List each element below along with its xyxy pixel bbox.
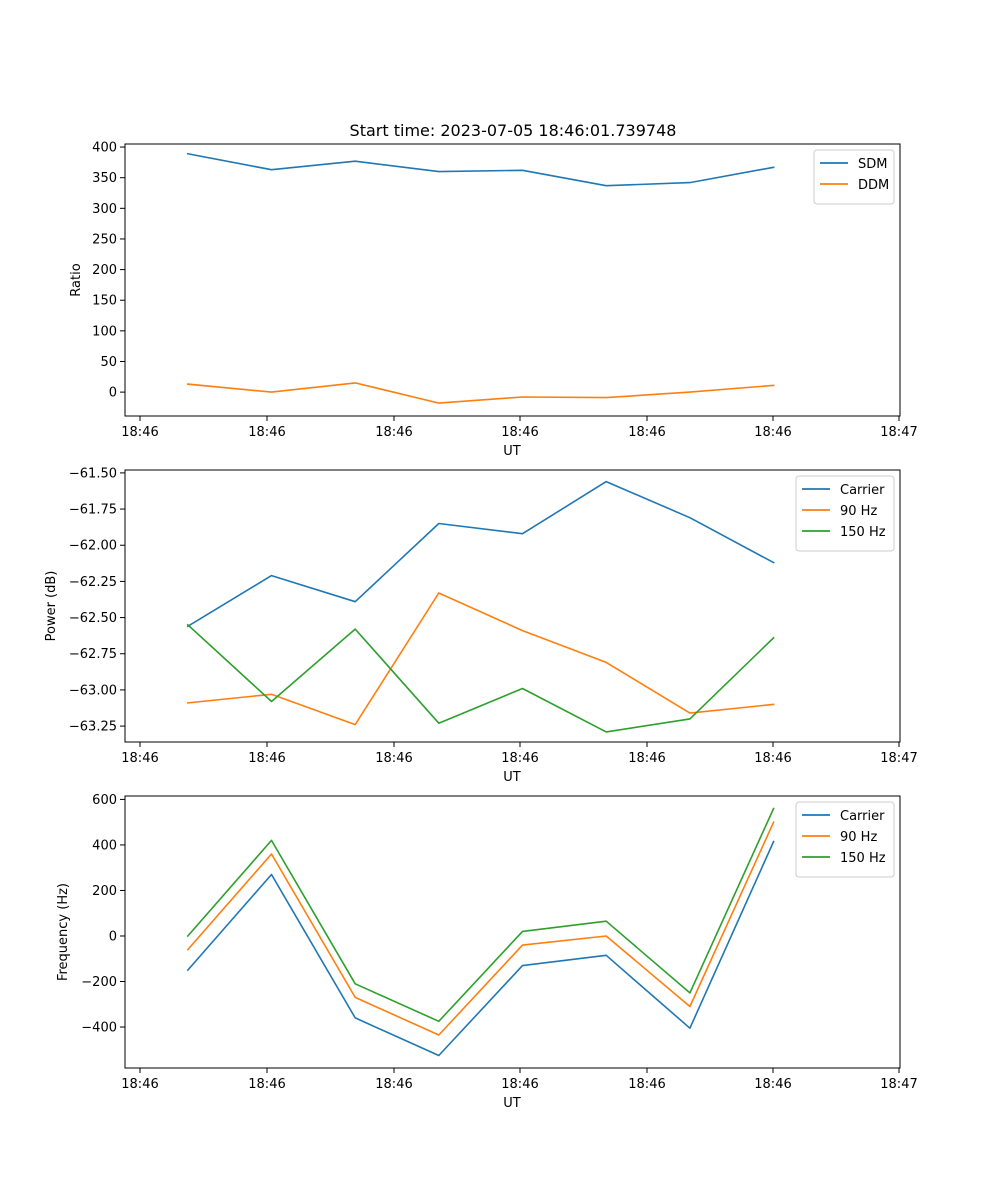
y-tick-label: 100 [92, 324, 117, 339]
y-tick-label: 0 [109, 386, 117, 401]
x-tick-label: 18:46 [248, 751, 285, 766]
x-tick-label: 18:47 [880, 425, 917, 440]
x-axis-label: UT [503, 770, 521, 785]
y-axis-label: Ratio [69, 263, 84, 296]
legend-label-90-hz: 90 Hz [840, 504, 877, 519]
panel-ratio: 0 50 100 150 200 250 300 350 400 18:46 18:46 18:46 1… [69, 141, 918, 459]
y-tick-label: −400 [81, 1021, 117, 1036]
panel-power: −63.25 −63.00 −62.75 −62.50 −62.25 −62.00 −61.… [44, 466, 918, 785]
legend-box [795, 475, 895, 552]
x-tick-label: 18:46 [628, 425, 665, 440]
panel-frequency: −400 −200 0 200 400 600 18:46 18:46 18:46 18:46 18… [56, 793, 918, 1111]
x-tick-label: 18:46 [754, 751, 791, 766]
series-line-carrier [186, 480, 775, 628]
x-tick-label: 18:46 [121, 1077, 158, 1092]
axes-frame [124, 795, 901, 1069]
legend-label-sdm: SDM [858, 157, 887, 172]
legend-label-150-hz: 150 Hz [840, 525, 886, 540]
y-tick-label: 50 [100, 355, 117, 370]
x-tick-label: 18:46 [628, 751, 665, 766]
y-axis-label: Power (dB) [44, 571, 59, 642]
x-axis-label: UT [503, 1096, 521, 1111]
x-tick-label: 18:46 [501, 1077, 538, 1092]
axes-frame [124, 143, 901, 417]
x-tick-label: 18:47 [880, 1077, 917, 1092]
x-tick-label: 18:46 [754, 1077, 791, 1092]
legend-box [795, 801, 895, 878]
legend-label-ddm: DDM [858, 178, 889, 193]
x-tick-label: 18:46 [121, 751, 158, 766]
series-line-ddm [186, 382, 775, 404]
y-tick-label: 250 [92, 232, 117, 247]
x-tick-label: 18:46 [121, 425, 158, 440]
legend-label-carrier: Carrier [840, 483, 885, 498]
y-tick-label: −200 [81, 975, 117, 990]
y-tick-label: −62.00 [69, 539, 117, 554]
y-tick-label: −62.50 [69, 611, 117, 626]
y-tick-label: 400 [92, 141, 117, 156]
y-tick-label: 0 [109, 929, 117, 944]
y-tick-label: 150 [92, 294, 117, 309]
y-tick-label: −62.25 [69, 575, 117, 590]
x-tick-label: 18:46 [248, 1077, 285, 1092]
x-tick-label: 18:47 [880, 751, 917, 766]
x-axis-label: UT [503, 444, 521, 459]
legend-label-90-hz: 90 Hz [840, 830, 877, 845]
legend-label-150-hz: 150 Hz [840, 851, 886, 866]
x-tick-label: 18:46 [248, 425, 285, 440]
y-tick-label: 300 [92, 202, 117, 217]
y-tick-label: 600 [92, 793, 117, 808]
series-line-90-hz [186, 821, 775, 1036]
legend: Carrier 90 Hz 150 Hz [795, 475, 895, 552]
series-line-sdm [186, 152, 775, 187]
y-axis-label: Frequency (Hz) [56, 883, 71, 981]
x-tick-label: 18:46 [628, 1077, 665, 1092]
series-line-150-hz [186, 807, 775, 1023]
y-tick-label: 200 [92, 884, 117, 899]
x-tick-label: 18:46 [375, 425, 412, 440]
x-tick-label: 18:46 [501, 425, 538, 440]
series-line-carrier [186, 840, 775, 1057]
y-tick-label: 350 [92, 171, 117, 186]
y-tick-label: 200 [92, 263, 117, 278]
axes-frame [124, 469, 901, 743]
figure-title: Start time: 2023-07-05 18:46:01.739748 [350, 121, 677, 140]
series-line-150-hz [186, 623, 775, 733]
x-tick-label: 18:46 [375, 1077, 412, 1092]
legend: SDM DDM [813, 149, 895, 205]
series-line-90-hz [186, 592, 775, 726]
y-tick-label: −63.25 [69, 720, 117, 735]
y-tick-label: 400 [92, 838, 117, 853]
x-tick-label: 18:46 [501, 751, 538, 766]
x-tick-label: 18:46 [754, 425, 791, 440]
y-tick-label: −61.75 [69, 503, 117, 518]
x-tick-label: 18:46 [375, 751, 412, 766]
legend-label-carrier: Carrier [840, 809, 885, 824]
y-tick-label: −61.50 [69, 466, 117, 481]
y-tick-label: −63.00 [69, 683, 117, 698]
legend: Carrier 90 Hz 150 Hz [795, 801, 895, 878]
y-tick-label: −62.75 [69, 647, 117, 662]
